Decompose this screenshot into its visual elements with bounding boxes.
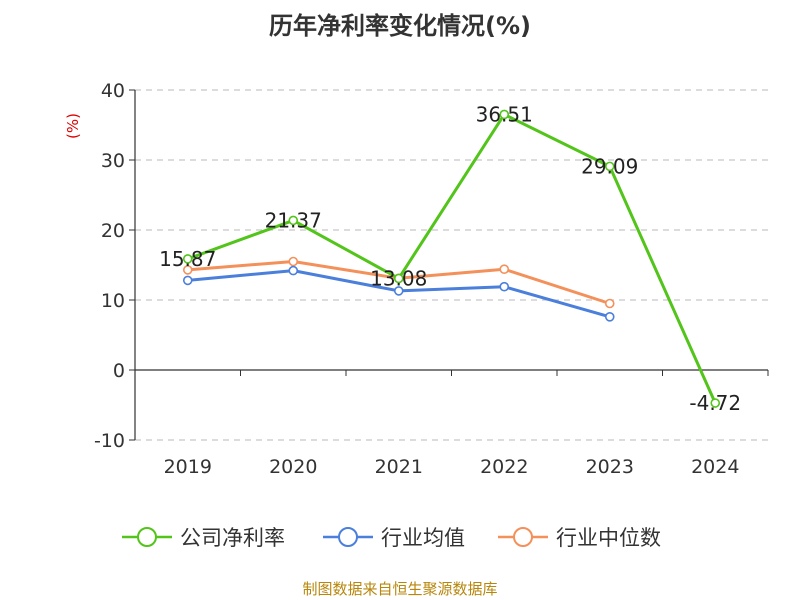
series-lines	[182, 109, 721, 408]
legend-label: 行业中位数	[556, 526, 661, 550]
data-point	[288, 265, 299, 276]
legend-label: 公司净利率	[180, 526, 285, 550]
data-point	[604, 298, 615, 309]
y-tick-label: 20	[101, 220, 125, 242]
data-label: 29.09	[581, 154, 638, 178]
data-point	[499, 109, 510, 120]
legend-marker	[338, 527, 358, 547]
x-tick-label: 2022	[480, 456, 528, 478]
data-point	[499, 264, 510, 275]
data-point	[604, 161, 615, 172]
x-tick-labels: 2019 2020 2021 2022 2023 2024	[164, 456, 740, 478]
data-point	[604, 311, 615, 322]
data-point	[499, 281, 510, 292]
y-tick-label: 30	[101, 150, 125, 172]
y-tick-labels: 40 30 20 10 0 -10	[94, 80, 125, 452]
data-label: 21.37	[265, 208, 322, 232]
data-point	[710, 398, 721, 408]
y-tick-label: 10	[101, 290, 125, 312]
y-tick-label: -10	[94, 430, 125, 452]
axes	[129, 89, 769, 441]
data-label: -4.72	[689, 391, 741, 415]
legend-marker	[137, 527, 157, 547]
y-tick-label: 40	[101, 80, 125, 102]
data-label: 15.87	[159, 247, 216, 271]
source-note: 制图数据来自恒生聚源数据库	[302, 580, 497, 598]
data-label: 13.08	[370, 266, 427, 290]
y-tick-label: 0	[113, 360, 125, 382]
data-label: 36.51	[476, 102, 533, 126]
data-point	[288, 256, 299, 267]
legend-label: 行业均值	[381, 526, 465, 550]
x-tick-label: 2024	[691, 456, 739, 478]
x-tick-label: 2021	[375, 456, 423, 478]
data-point	[182, 275, 193, 286]
x-tick-label: 2020	[269, 456, 317, 478]
legend: 公司净利率 行业均值 行业中位数	[122, 526, 661, 550]
data-point	[288, 215, 299, 226]
data-labels: 15.87 21.37 13.08 36.51 29.09 -4.72	[159, 102, 741, 415]
x-tick-label: 2019	[164, 456, 212, 478]
data-point	[182, 265, 193, 275]
chart-title: 历年净利率变化情况(%)	[269, 12, 531, 40]
grid-lines	[135, 89, 768, 441]
series-line-0	[187, 112, 717, 404]
data-point	[393, 286, 404, 296]
legend-marker	[513, 527, 533, 547]
data-point	[182, 254, 193, 264]
x-tick-label: 2023	[586, 456, 634, 478]
data-point	[393, 273, 404, 284]
y-axis-unit-label: (%)	[64, 113, 82, 139]
